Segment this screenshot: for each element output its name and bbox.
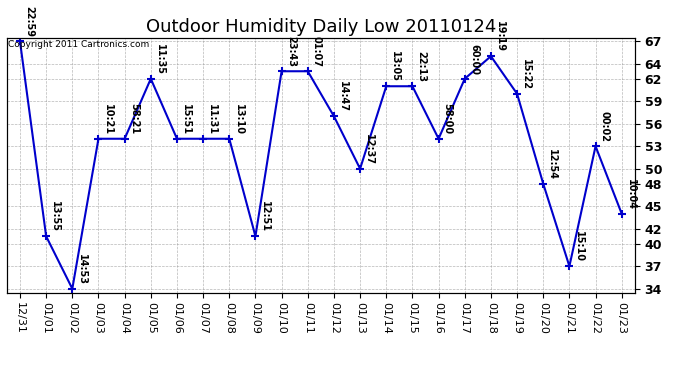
Text: 10:21: 10:21 <box>103 104 112 135</box>
Text: 15:51: 15:51 <box>181 104 191 135</box>
Text: 14:47: 14:47 <box>338 81 348 112</box>
Text: 15:22: 15:22 <box>521 58 531 90</box>
Text: 10:04: 10:04 <box>626 178 636 210</box>
Text: 22:13: 22:13 <box>417 51 426 82</box>
Text: 12:54: 12:54 <box>547 148 558 180</box>
Title: Outdoor Humidity Daily Low 20110124: Outdoor Humidity Daily Low 20110124 <box>146 18 496 36</box>
Text: 12:51: 12:51 <box>259 201 270 232</box>
Text: 15:10: 15:10 <box>573 231 584 262</box>
Text: 13:05: 13:05 <box>391 51 400 82</box>
Text: 13:55: 13:55 <box>50 201 60 232</box>
Text: 60:00: 60:00 <box>469 44 479 75</box>
Text: 11:35: 11:35 <box>155 44 165 75</box>
Text: 22:59: 22:59 <box>24 6 34 37</box>
Text: 13:10: 13:10 <box>233 104 244 135</box>
Text: 58:21: 58:21 <box>129 104 139 135</box>
Text: 58:00: 58:00 <box>443 104 453 135</box>
Text: 12:37: 12:37 <box>364 134 374 165</box>
Text: 19:19: 19:19 <box>495 21 505 52</box>
Text: 00:02: 00:02 <box>600 111 610 142</box>
Text: 23:43: 23:43 <box>286 36 296 67</box>
Text: Copyright 2011 Cartronics.com: Copyright 2011 Cartronics.com <box>8 40 150 49</box>
Text: 01:07: 01:07 <box>312 36 322 67</box>
Text: 14:53: 14:53 <box>77 254 86 285</box>
Text: 11:31: 11:31 <box>207 104 217 135</box>
